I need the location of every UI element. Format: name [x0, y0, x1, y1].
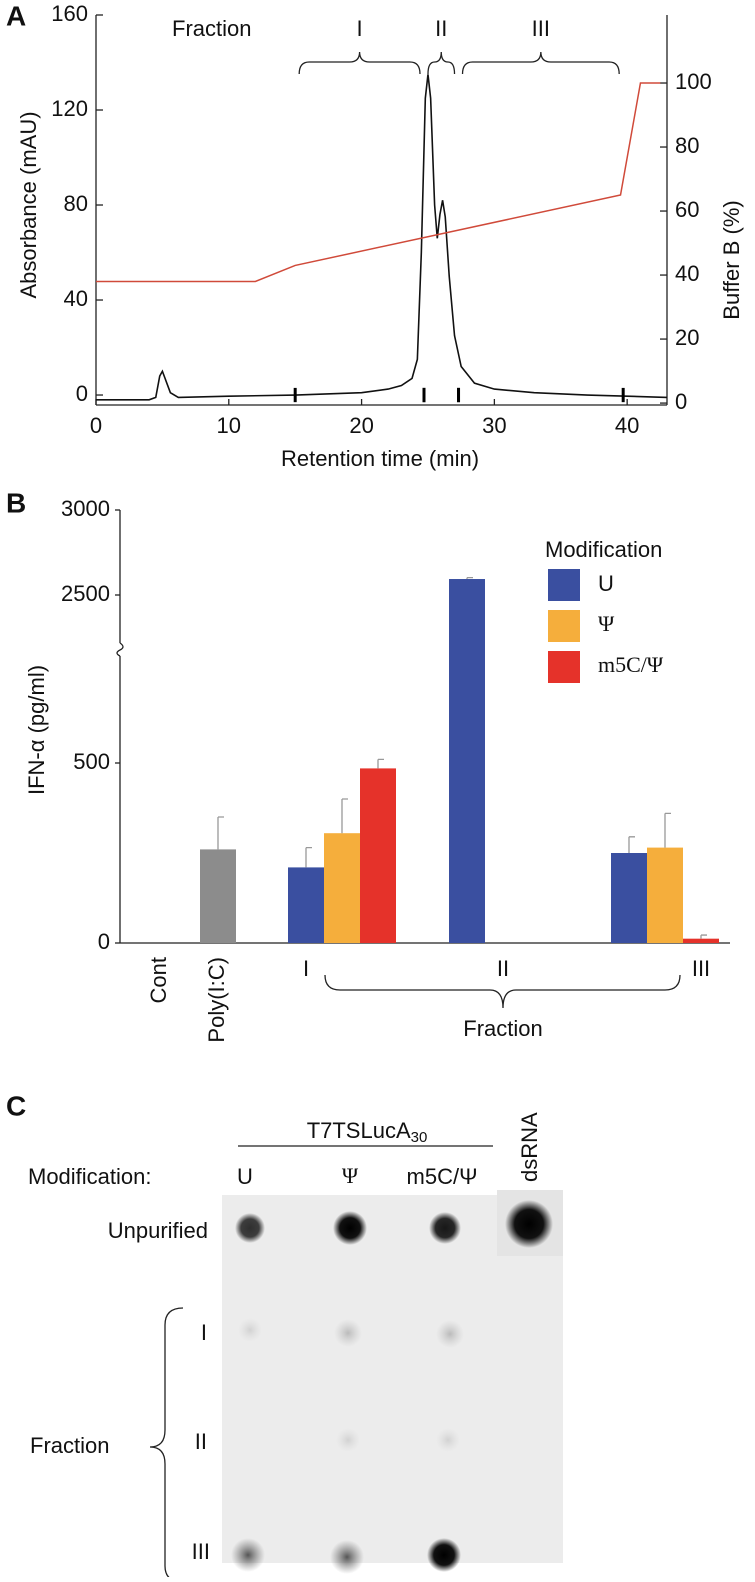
bar [449, 579, 485, 943]
y2-tick-label: 20 [675, 325, 699, 350]
error-bar [700, 934, 707, 939]
legend-title: Modification [545, 537, 662, 562]
blot-spots [231, 1200, 553, 1574]
blot-membrane [222, 1195, 563, 1563]
error-bar [377, 758, 384, 769]
row-label: I [201, 1320, 207, 1345]
legend-swatch [548, 569, 580, 601]
row-label: III [192, 1539, 210, 1564]
error-bar [341, 798, 348, 834]
bar [360, 768, 396, 943]
chart-title: Fraction [172, 16, 251, 41]
row-label: Unpurified [108, 1218, 208, 1243]
x-tick-label: 10 [217, 413, 241, 438]
x-tick-label: 20 [349, 413, 373, 438]
error-bar [664, 812, 671, 848]
y2-axis-label: Buffer B (%) [719, 200, 744, 319]
y-axis-label: Absorbance (mAU) [16, 111, 41, 298]
y2-tick-label: 0 [675, 389, 687, 414]
x-tick-label: 40 [615, 413, 639, 438]
bar [200, 849, 236, 943]
legend-swatch [548, 610, 580, 642]
error-bar [305, 846, 312, 868]
y2-tick-label: 60 [675, 197, 699, 222]
column-label: U [237, 1164, 253, 1189]
legend-label: Ψ [598, 611, 615, 636]
y-tick-label: 3000 [61, 496, 110, 521]
x-axis-label: Retention time (min) [281, 446, 479, 471]
fraction-brace [427, 51, 456, 75]
group-label: Fraction [30, 1433, 109, 1458]
x-tick-label: 30 [482, 413, 506, 438]
legend-label: m5C/Ψ [598, 652, 664, 677]
bar [683, 938, 719, 943]
group-brace [324, 974, 681, 1009]
fraction-label: II [435, 16, 447, 41]
legend-swatch [548, 651, 580, 683]
column-label: m5C/Ψ [407, 1164, 478, 1189]
y-tick-label: 120 [51, 96, 88, 121]
trace [96, 82, 661, 283]
column-label: dsRNA [517, 1112, 542, 1182]
legend-label: U [598, 571, 614, 596]
group-label: Fraction [463, 1016, 542, 1041]
y2-tick-label: 40 [675, 261, 699, 286]
construct-label: T7TSLucA30 [307, 1118, 428, 1146]
y-tick-label: 500 [73, 749, 110, 774]
x-tick-label: II [497, 956, 509, 981]
x-tick-label: 0 [90, 413, 102, 438]
bar [324, 833, 360, 943]
x-tick-label: Poly(I:C) [204, 957, 229, 1043]
error-bar [628, 836, 635, 853]
panel-label: A [6, 0, 26, 31]
x-tick-label: I [303, 956, 309, 981]
group-brace [149, 1307, 184, 1582]
column-label: Ψ [342, 1163, 359, 1188]
panel-label: C [6, 1090, 26, 1121]
modification-label: Modification: [28, 1164, 152, 1189]
y2-tick-label: 80 [675, 133, 699, 158]
fraction-label: I [357, 16, 363, 41]
y-tick-label: 0 [98, 929, 110, 954]
y-axis-label: IFN-α (pg/ml) [24, 665, 49, 795]
fraction-brace [461, 51, 620, 75]
trace [96, 74, 668, 401]
y-tick-label: 40 [64, 286, 88, 311]
y-tick-label: 80 [64, 191, 88, 216]
x-tick-label: Cont [146, 957, 171, 1003]
fraction-brace [298, 51, 421, 75]
error-bar [466, 577, 473, 580]
axis-break [116, 642, 124, 657]
y-tick-label: 0 [76, 381, 88, 406]
y-tick-label: 160 [51, 1, 88, 26]
row-label: II [195, 1429, 207, 1454]
panel-label: B [6, 487, 26, 518]
error-bar [217, 816, 224, 850]
y2-tick-label: 100 [675, 69, 712, 94]
bar [288, 867, 324, 943]
x-tick-label: III [692, 956, 710, 981]
fraction-label: III [532, 16, 550, 41]
bar [611, 853, 647, 943]
bar [647, 847, 683, 943]
y-tick-label: 2500 [61, 581, 110, 606]
